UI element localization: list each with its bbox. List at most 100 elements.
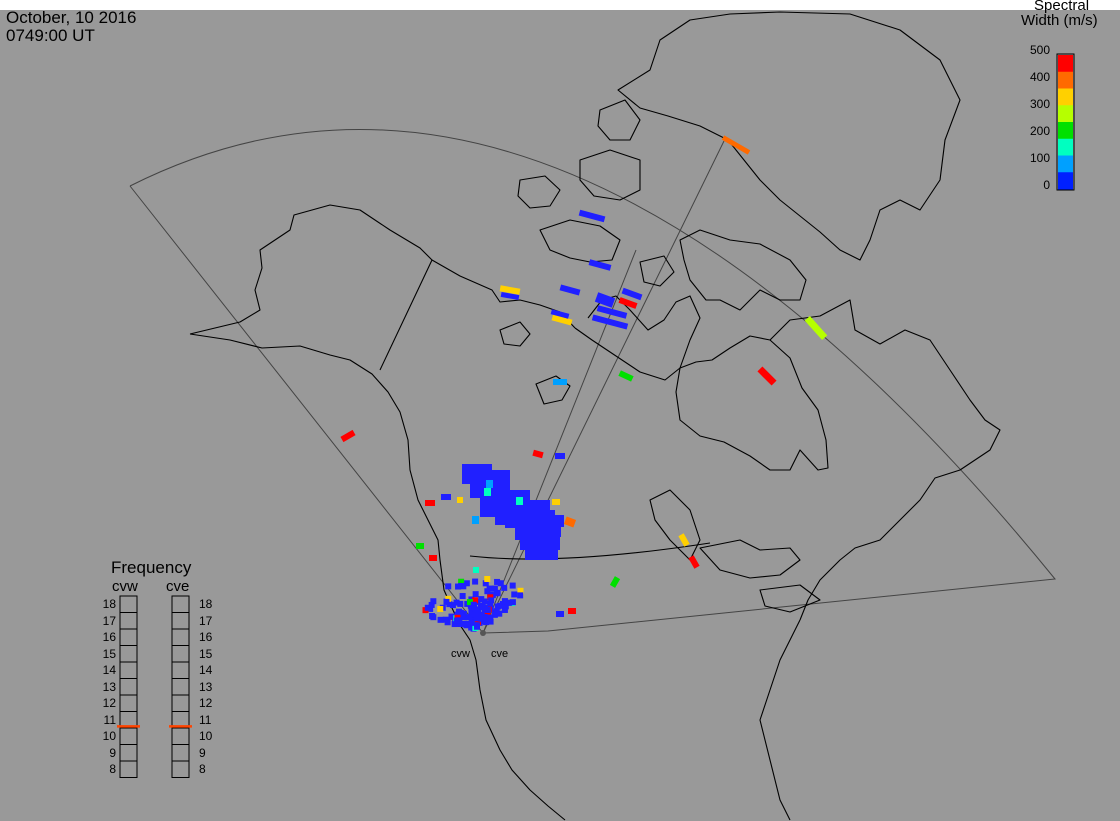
fov-beam-line	[482, 140, 725, 634]
scatter-cell	[559, 284, 581, 296]
scatter-cell	[472, 591, 479, 598]
scatter-cell	[455, 583, 462, 590]
scatter-cell	[516, 497, 523, 505]
scatter-cell	[466, 614, 473, 621]
frequency-tick-right: 14	[199, 663, 213, 677]
scatter-cell	[552, 499, 560, 505]
scatter-cell	[491, 585, 498, 592]
great-lake-michigan	[649, 489, 701, 561]
time-label: 0749:00 UT	[6, 26, 95, 45]
arctic-island	[535, 375, 571, 405]
frequency-tick-right: 8	[199, 762, 206, 776]
scatter-cell	[497, 580, 504, 587]
scatter-cell	[484, 488, 491, 496]
canada-us-border	[469, 542, 711, 560]
scatter-cell	[491, 611, 498, 618]
scatter-cell	[484, 606, 491, 613]
scatter-cell	[461, 614, 468, 621]
scatter-cell	[494, 578, 501, 585]
scatter-cell	[468, 609, 475, 616]
scatter-cell	[553, 379, 567, 385]
scatter-cell	[437, 605, 444, 612]
colorbar-title-line2: Width (m/s)	[1021, 12, 1098, 29]
scatter-cell	[481, 613, 488, 620]
scatter-cell	[466, 599, 473, 606]
scatter-cell	[501, 584, 508, 591]
scatter-cell	[493, 590, 500, 597]
scatter-cell	[340, 429, 356, 443]
scatter-cell	[594, 292, 616, 308]
scatter-cell	[721, 135, 751, 155]
date-label: October, 10 2016	[6, 8, 137, 27]
frequency-tick-left: 16	[102, 630, 116, 644]
scatter-cell	[462, 464, 492, 484]
scatter-cell	[530, 500, 550, 518]
scatter-cell	[487, 618, 494, 625]
scatter-cell	[757, 366, 777, 386]
frequency-title: Frequency	[111, 558, 192, 577]
frequency-tick-left: 10	[102, 729, 116, 743]
scatter-cell	[486, 480, 493, 488]
arctic-island	[639, 255, 675, 287]
scatter-cell	[609, 576, 621, 588]
scatter-cell	[457, 497, 463, 503]
arctic-island	[539, 219, 621, 263]
scatter-cell	[509, 582, 516, 589]
scatter-cell	[596, 305, 628, 319]
scatter-cell	[488, 597, 495, 604]
scatter-cell	[493, 608, 500, 615]
scatter-cell	[484, 575, 491, 582]
alaska-canada-border	[379, 259, 433, 371]
frequency-box	[119, 595, 138, 778]
hudson-bay	[675, 335, 829, 471]
scatter-cell	[463, 580, 470, 587]
radar-site-marker	[480, 630, 486, 636]
map-background	[0, 10, 1120, 821]
great-lake-huron	[699, 539, 801, 579]
scatter-cell	[472, 597, 479, 604]
scatter-cell	[443, 598, 450, 605]
scatter-cell	[545, 525, 561, 537]
scatter-cell	[487, 614, 494, 621]
scatter-cell	[487, 594, 494, 601]
scatter-cell	[470, 601, 477, 608]
scatter-cell	[550, 515, 564, 527]
scatter-cell	[511, 591, 518, 598]
frequency-tick-right: 11	[199, 712, 212, 727]
colorbar-segment	[1058, 105, 1073, 123]
east-canada-coast	[769, 299, 1001, 621]
radar-scatter	[340, 135, 828, 632]
scatter-cell	[465, 621, 472, 628]
scatter-cell	[473, 623, 480, 630]
scatter-cell	[481, 598, 488, 605]
scatter-cell	[487, 600, 494, 607]
scatter-cell	[517, 592, 524, 599]
scatter-cell	[556, 611, 564, 617]
scatter-cell	[472, 611, 479, 618]
scatter-cell	[444, 619, 451, 626]
scatter-cell	[445, 583, 452, 590]
scatter-cell	[500, 291, 520, 301]
frequency-tick-right: 9	[199, 745, 206, 760]
scatter-cell	[424, 604, 431, 611]
scatter-cell	[425, 500, 435, 506]
colorbar-segment	[1058, 172, 1073, 190]
frequency-tick-left: 14	[102, 663, 116, 677]
colorbar-tick-label: 100	[1029, 151, 1050, 165]
scatter-cell	[458, 578, 465, 585]
scatter-cell	[473, 567, 479, 573]
frequency-tick-left: 17	[102, 613, 116, 628]
frequency-tick-right: 12	[199, 696, 213, 710]
frequency-tick-right: 10	[199, 729, 213, 743]
scatter-cell	[441, 494, 451, 500]
frequency-tick-left: 12	[102, 696, 116, 710]
greenland	[617, 11, 961, 261]
scatter-cell	[429, 555, 437, 561]
arctic-island	[517, 175, 561, 209]
scatter-cell	[478, 596, 485, 603]
colorbar-segment	[1058, 155, 1073, 173]
scatter-cell	[472, 516, 479, 524]
scatter-cell	[482, 580, 489, 587]
